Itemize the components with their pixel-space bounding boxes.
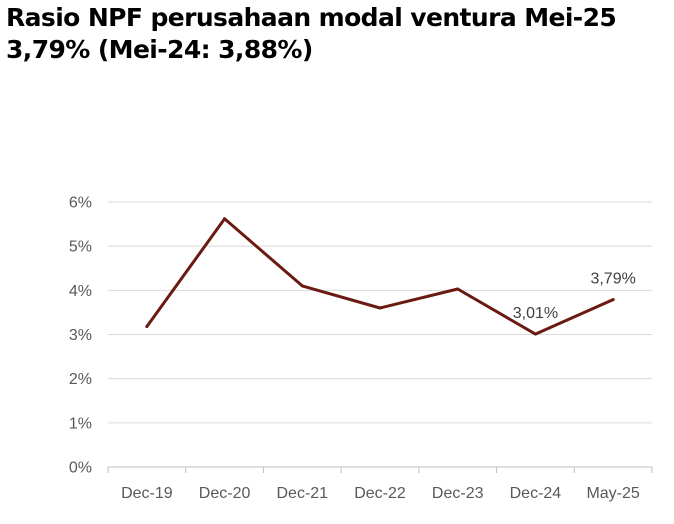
data-point [456,287,460,291]
chart-title: Rasio NPF perusahaan modal ventura Mei-2… [6,2,670,66]
y-tick-label: 3% [69,327,92,344]
x-tick-label: Dec-20 [199,485,251,502]
y-tick-label: 1% [69,415,92,432]
y-tick-label: 5% [69,239,92,256]
x-tick-label: Dec-19 [121,485,173,502]
gridlines [108,201,652,424]
data-label: 3,79% [590,271,635,288]
y-tick-label: 4% [69,283,92,300]
x-tick-label: Dec-22 [354,485,406,502]
data-labels: 3,01% 3,79% [513,271,636,322]
data-point [533,332,537,336]
y-tick-label: 0% [69,460,92,477]
chart-title-line-2: 3,79% (Mei-24: 3,88%) [6,35,313,64]
x-tick-label: Dec-24 [510,485,562,502]
data-point [145,325,149,329]
y-tick-label: 2% [69,371,92,388]
data-point [378,306,382,310]
y-tick-label: 6% [69,195,92,212]
data-point [611,298,615,302]
x-tick-label: May-25 [586,485,639,502]
series-npf-ratio [145,217,615,336]
chart-title-line-1: Rasio NPF perusahaan modal ventura Mei-2… [6,3,617,32]
y-axis-tick-labels: 0% 1% 2% 3% 4% 5% 6% [69,195,92,477]
x-tick-label: Dec-23 [432,485,484,502]
data-point [223,217,227,221]
x-axis [107,466,653,473]
data-point [300,284,304,288]
x-axis-tick-labels: Dec-19 Dec-20 Dec-21 Dec-22 Dec-23 Dec-24 May-… [121,485,640,502]
data-label: 3,01% [513,305,558,322]
x-tick-label: Dec-21 [276,485,328,502]
